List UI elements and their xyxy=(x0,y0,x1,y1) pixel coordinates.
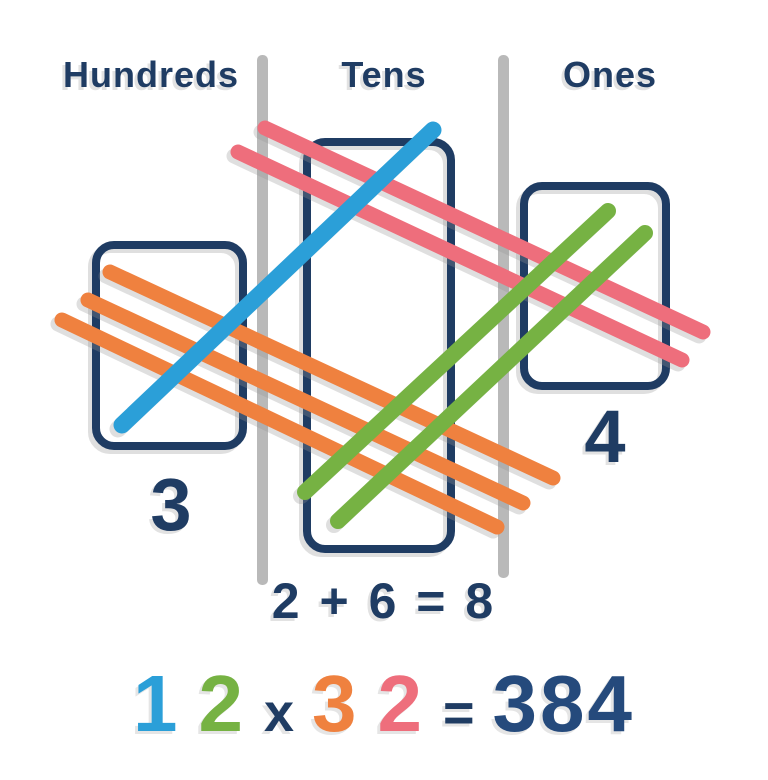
green-lines-1 xyxy=(297,203,616,500)
final-equation: 1 2 x 3 2 = 384 xyxy=(0,664,768,744)
equation-token-384: 384 xyxy=(492,659,636,748)
equation-token-3: 3 xyxy=(312,659,360,748)
tens-sum-label: 2 + 6 = 8 xyxy=(271,573,497,629)
pink-lines-2 xyxy=(230,144,690,368)
orange-lines-2 xyxy=(80,292,531,511)
hundreds-count-label: 3 xyxy=(150,463,192,546)
tens-box xyxy=(303,138,455,553)
equation-token-=: = xyxy=(443,683,475,743)
orange-lines-1 xyxy=(102,264,561,486)
orange-lines-3 xyxy=(54,312,505,535)
ones-count-label: 4 xyxy=(584,395,626,478)
equation-token-2: 2 xyxy=(377,659,425,748)
equation-token-2: 2 xyxy=(198,659,246,748)
pink-lines-1 xyxy=(257,120,711,340)
equation-token-x: x xyxy=(263,683,294,743)
column-label-tens: Tens xyxy=(341,54,427,95)
place-value-boxes xyxy=(92,138,670,553)
green-lines-2 xyxy=(330,225,653,529)
equation-token-1: 1 xyxy=(132,659,181,748)
column-label-hundreds: Hundreds xyxy=(62,54,240,95)
blue-lines-1 xyxy=(113,121,442,434)
column-label-ones: Ones xyxy=(562,54,658,95)
multiplication-lines xyxy=(54,120,711,535)
column-divider-1 xyxy=(257,55,268,585)
hundreds-box xyxy=(92,241,247,450)
